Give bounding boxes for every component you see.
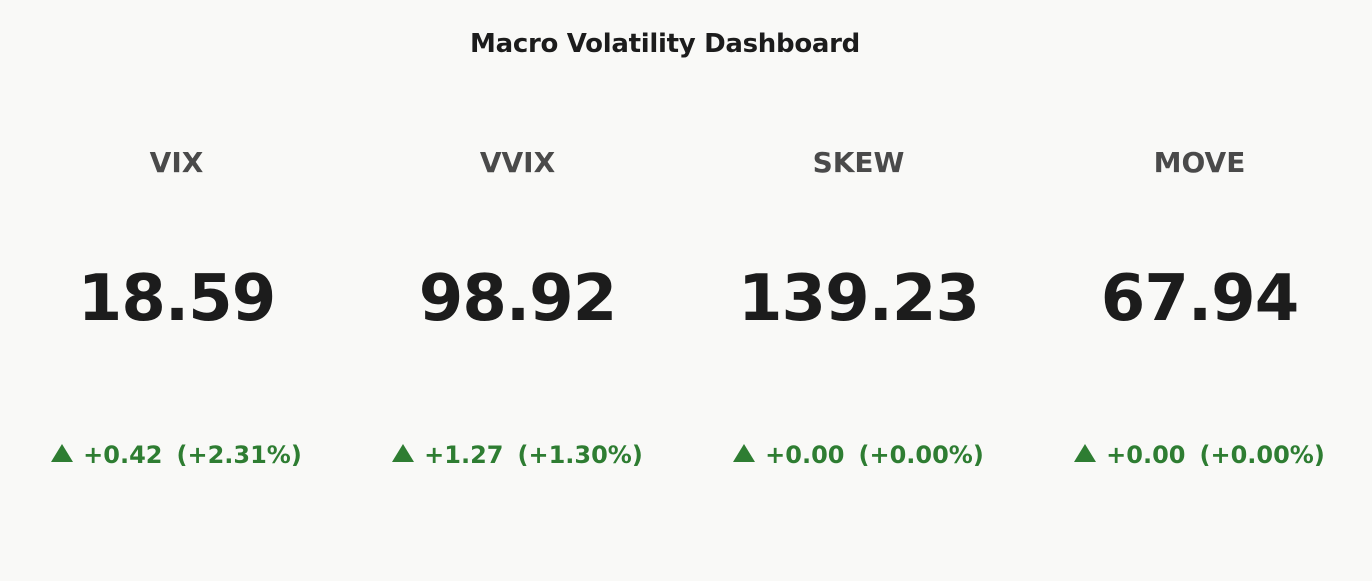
metric-change: +0.00 (+0.00%) xyxy=(1029,441,1370,469)
change-pct: (+0.00%) xyxy=(858,441,984,469)
triangle-up-icon xyxy=(392,444,415,462)
change-abs: +0.00 xyxy=(1106,441,1186,469)
metric-change: +0.42 (+2.31%) xyxy=(6,441,347,469)
triangle-up-icon xyxy=(1074,444,1097,462)
metric-value: 67.94 xyxy=(1100,262,1299,336)
metric-label: VIX xyxy=(149,146,204,179)
metric-card-skew: SKEW 139.23 +0.00 (+0.00%) xyxy=(688,0,1029,581)
metric-card-vvix: VVIX 98.92 +1.27 (+1.30%) xyxy=(347,0,688,581)
metric-value: 139.23 xyxy=(738,262,980,336)
change-abs: +1.27 xyxy=(424,441,504,469)
change-abs: +0.42 xyxy=(83,441,163,469)
metrics-grid: VIX 18.59 +0.42 (+2.31%) VVIX 98.92 +1.27… xyxy=(6,0,1372,581)
metric-change: +0.00 (+0.00%) xyxy=(688,441,1029,469)
metric-label: SKEW xyxy=(812,146,905,179)
triangle-up-icon xyxy=(51,444,74,462)
metric-value: 18.59 xyxy=(77,262,276,336)
metric-change: +1.27 (+1.30%) xyxy=(347,441,688,469)
triangle-up-icon xyxy=(733,444,756,462)
change-pct: (+0.00%) xyxy=(1199,441,1325,469)
metric-card-vix: VIX 18.59 +0.42 (+2.31%) xyxy=(6,0,347,581)
change-abs: +0.00 xyxy=(765,441,845,469)
page-title: Macro Volatility Dashboard xyxy=(470,29,860,59)
metric-label: MOVE xyxy=(1153,146,1246,179)
change-pct: (+2.31%) xyxy=(176,441,302,469)
change-pct: (+1.30%) xyxy=(517,441,643,469)
metric-label: VVIX xyxy=(479,146,556,179)
metric-card-move: MOVE 67.94 +0.00 (+0.00%) xyxy=(1029,0,1370,581)
metric-value: 98.92 xyxy=(418,262,617,336)
